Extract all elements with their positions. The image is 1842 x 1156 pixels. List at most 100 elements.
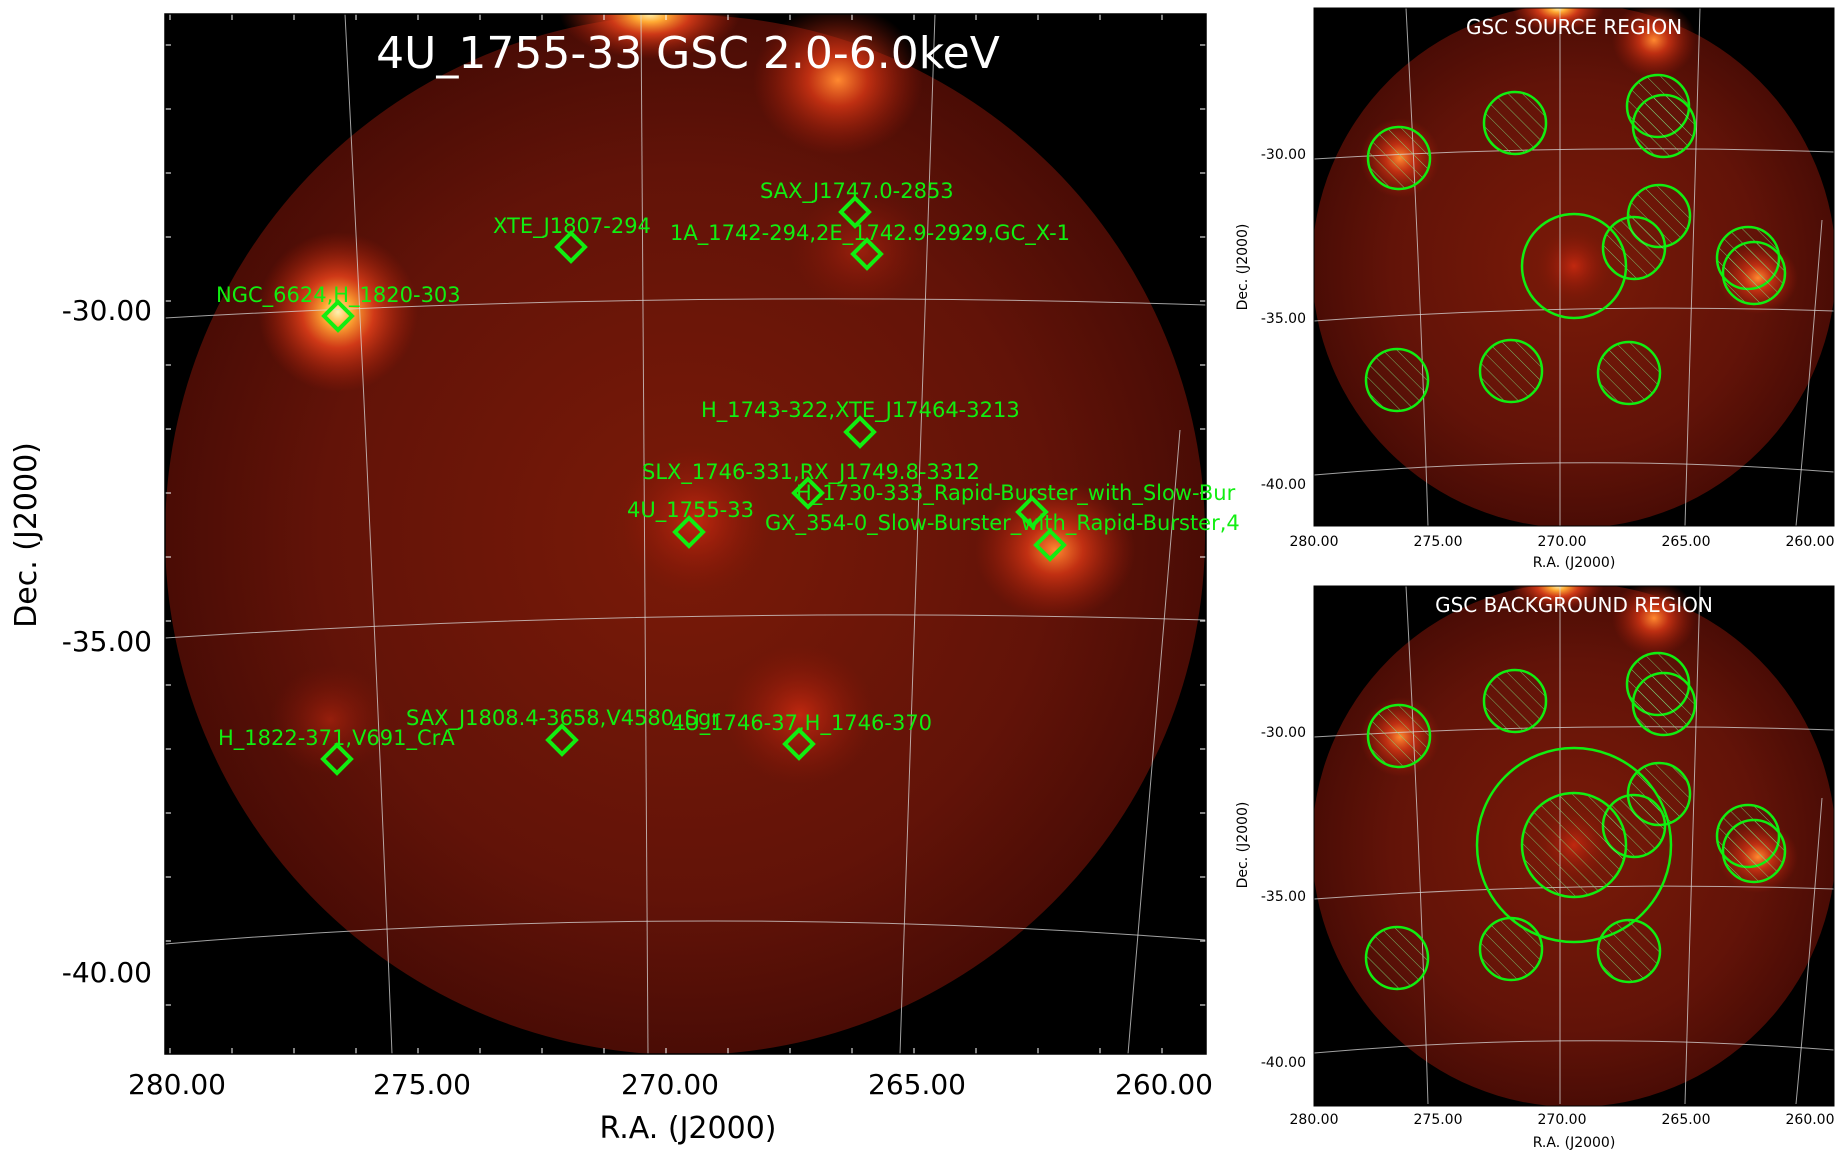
source-marker-diamond — [1015, 495, 1049, 529]
source-marker-diamond — [843, 415, 877, 449]
grid-line — [165, 920, 1206, 945]
background-annulus-outer — [1475, 746, 1673, 944]
y-tick-label: -35.00 — [1261, 889, 1306, 905]
source-label: 4U_1746-37,H_1746-370 — [671, 711, 932, 736]
source-region-circle — [1520, 212, 1628, 320]
y-tick-label: -30.00 — [1261, 725, 1306, 741]
x-tick-label: 280.00 — [1290, 534, 1339, 550]
exclusion-region-circle — [1478, 916, 1544, 982]
grid-line — [1795, 219, 1823, 526]
source-marker-diamond — [782, 727, 816, 761]
source-label: XTE_J1807-294 — [493, 214, 651, 239]
grid-line — [640, 14, 649, 1054]
region-circles — [1364, 73, 1787, 413]
panel-y-axis-label: Dec. (J2000) — [1235, 224, 1251, 311]
exclusion-region-circle — [1364, 925, 1430, 991]
y-tick-label: -30.00 — [62, 294, 152, 327]
source-blob — [1538, 230, 1610, 302]
main-image — [165, 14, 1205, 1054]
x-tick-label: 280.00 — [128, 1068, 226, 1101]
exclusion-region-circle — [1721, 240, 1787, 306]
source-label: H_1743-322,XTE_J17464-3213 — [701, 398, 1020, 423]
x-tick-label: 275.00 — [373, 1068, 471, 1101]
grid-line — [1314, 1040, 1834, 1054]
panel-x-axis-label: R.A. (J2000) — [1533, 555, 1616, 571]
source-label: NGC_6624,H_1820-303 — [216, 283, 461, 308]
x-tick-label: 265.00 — [1662, 534, 1711, 550]
source-label: H_1822-371,V691_CrA — [218, 726, 455, 751]
source-marker-diamond — [321, 299, 355, 333]
x-tick-label: 265.00 — [1662, 1112, 1711, 1128]
bright-source-blob — [753, 14, 923, 155]
background-region-panel: GSC BACKGROUND REGION 280.00 275.00 270.00… — [1235, 585, 1835, 1151]
grid-line — [165, 298, 1206, 319]
exclusion-region-circle — [1478, 338, 1544, 404]
grid-line — [899, 14, 936, 1054]
source-label: 1A_1742-294,2E_1742.9-2929,GC_X-1 — [670, 221, 1070, 246]
grid-line — [1684, 586, 1701, 1105]
source-blob — [790, 190, 930, 310]
grid-line — [1314, 307, 1834, 322]
main-y-axis-label: Dec. (J2000) — [9, 442, 44, 628]
panel-x-axis-label: R.A. (J2000) — [1533, 1135, 1616, 1151]
source-marker-diamond — [1033, 528, 1067, 562]
x-tick-label: 275.00 — [1414, 534, 1463, 550]
grid-line — [1405, 8, 1429, 526]
bright-source-blob — [560, 14, 740, 59]
y-tick-label: -30.00 — [1261, 147, 1306, 163]
source-marker-diamond — [850, 237, 884, 271]
panel-y-axis-label: Dec. (J2000) — [1235, 802, 1251, 889]
bright-source-blob — [1612, 8, 1696, 78]
background-region-title: GSC BACKGROUND REGION — [1435, 593, 1713, 617]
exclusion-region-circle — [1631, 93, 1697, 159]
grid-line — [165, 614, 1206, 639]
source-label: GX_354-0_Slow-Burster_with_Rapid-Burster… — [765, 511, 1240, 536]
grid-line — [344, 14, 393, 1054]
source-marker-diamond — [320, 742, 354, 776]
exclusion-region-circle — [1601, 215, 1667, 281]
x-tick-label: 270.00 — [1538, 534, 1587, 550]
exclusion-region-circle — [1631, 671, 1697, 737]
exclusion-region-circle — [1364, 347, 1430, 413]
y-tick-label: -40.00 — [62, 956, 152, 989]
source-markers: SAX_J1747.0-2853 XTE_J1807-294 1A_1742-294… — [216, 179, 1240, 776]
grid-line — [1795, 797, 1823, 1105]
exclusion-region-circle — [1366, 125, 1432, 191]
y-tick-label: -40.00 — [1261, 1055, 1306, 1071]
source-marker-diamond — [672, 515, 706, 549]
source-label: H_1730-333_Rapid-Burster_with_Slow-Bur — [796, 481, 1236, 506]
x-tick-label: 260.00 — [1786, 1112, 1835, 1128]
exclusion-region-circle — [1596, 918, 1662, 984]
main-panel: 4U_1755-33 GSC 2.0-6.0keV SAX_J1747.0-28… — [9, 13, 1240, 1146]
x-tick-label: 270.00 — [621, 1068, 719, 1101]
source-label: 4U_1755-33 — [627, 498, 754, 523]
exclusion-region-circle — [1596, 340, 1662, 406]
x-tick-label: 275.00 — [1414, 1112, 1463, 1128]
source-label: SLX_1746-331,RX_J1749.8-3312 — [642, 460, 980, 485]
panel-frame — [1313, 7, 1835, 527]
bright-source-blob — [258, 232, 418, 392]
grid-line — [1684, 8, 1701, 526]
panel-tick-labels: 280.00 275.00 270.00 265.00 260.00 -30.00 -35.… — [1261, 147, 1835, 550]
coordinate-grid — [165, 14, 1206, 1054]
source-blob — [975, 480, 1135, 620]
main-title: 4U_1755-33 GSC 2.0-6.0keV — [376, 28, 1000, 79]
x-tick-label: 280.00 — [1290, 1112, 1339, 1128]
y-tick-label: -35.00 — [62, 625, 152, 658]
bright-source-blob — [1612, 586, 1696, 656]
exclusion-region-circle — [1721, 818, 1787, 884]
background-annulus-inner — [1520, 791, 1628, 899]
panel-tick-labels: 280.00 275.00 270.00 265.00 260.00 -30.00 -35.… — [1261, 725, 1835, 1128]
grid-line — [1127, 429, 1181, 1054]
source-blob — [620, 445, 770, 595]
frame-ticks — [165, 14, 1206, 1054]
bright-source-blob — [1512, 8, 1604, 32]
x-tick-label: 270.00 — [1538, 1112, 1587, 1128]
main-axis-tick-labels: 280.00 275.00 270.00 265.00 260.00 -30.00 -35.… — [62, 294, 1213, 1101]
exclusion-region-circle — [1366, 703, 1432, 769]
region-circles — [1364, 651, 1787, 991]
source-blob — [725, 645, 875, 785]
x-tick-label: 260.00 — [1115, 1068, 1213, 1101]
source-marker-diamond — [791, 476, 825, 510]
